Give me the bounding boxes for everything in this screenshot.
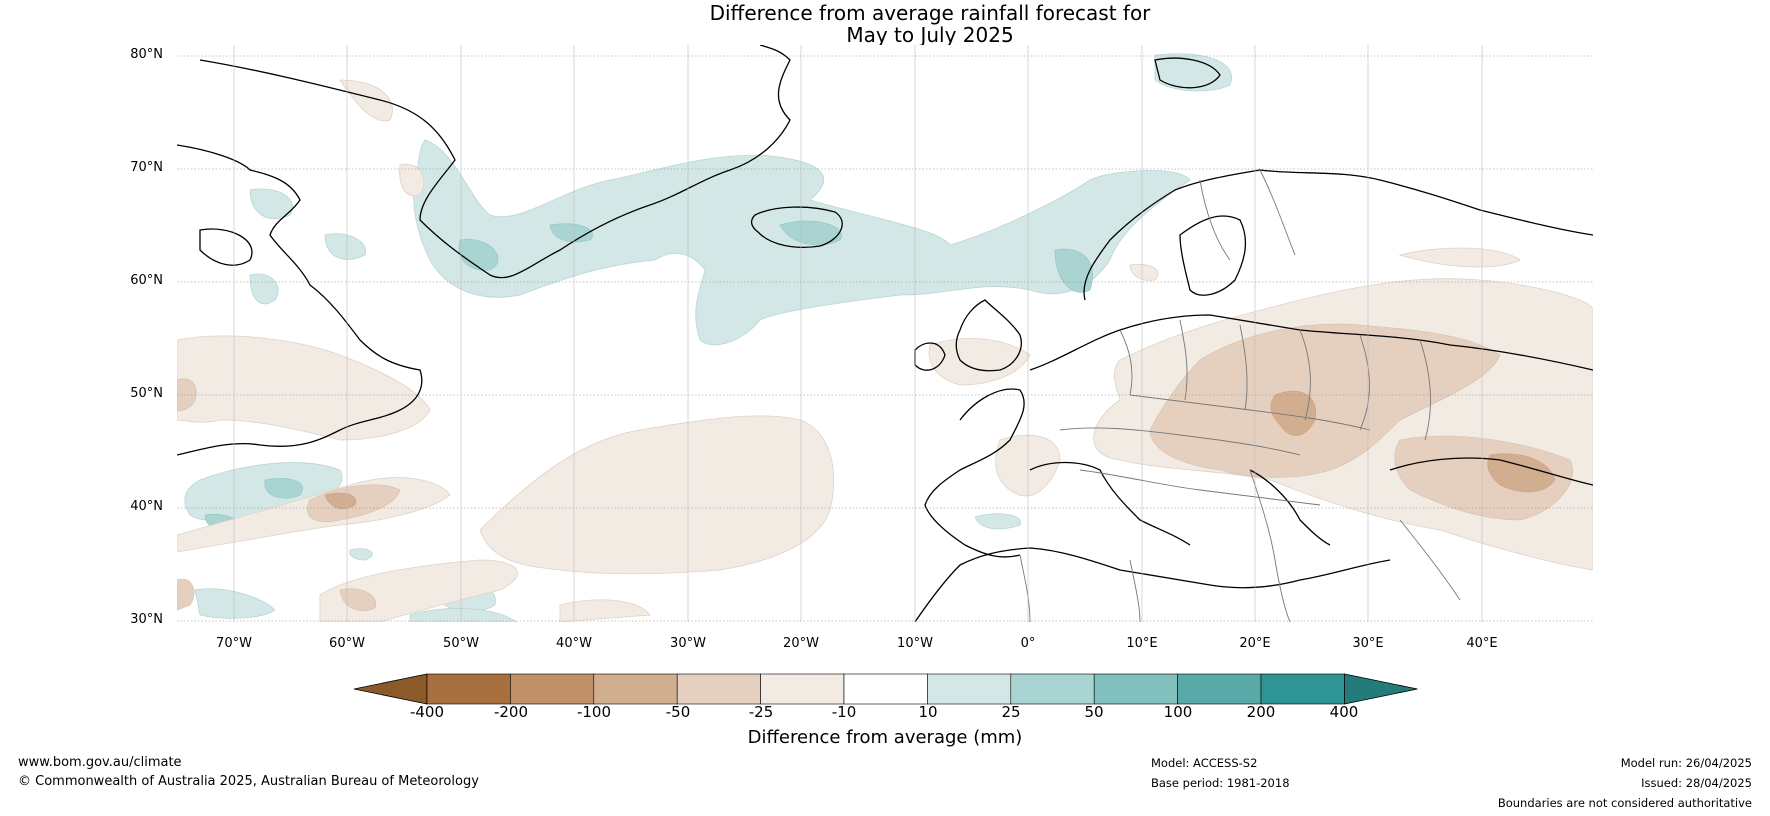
lon-label-30w: 30°W bbox=[670, 636, 706, 651]
lat-gridlines bbox=[177, 55, 1593, 622]
lon-label-70w: 70°W bbox=[216, 636, 252, 651]
lat-label-30n: 30°N bbox=[130, 612, 163, 627]
country-borders bbox=[1019, 169, 1461, 622]
colorbar-tick-25: 25 bbox=[1001, 703, 1021, 721]
colorbar-segment bbox=[1093, 673, 1178, 705]
colorbar-tick-neg100: -100 bbox=[576, 703, 612, 721]
footer-disclaimer: Boundaries are not considered authoritat… bbox=[1497, 796, 1752, 810]
lon-label-40e: 40°E bbox=[1466, 636, 1498, 651]
colorbar-segment bbox=[1010, 673, 1095, 705]
colorbar-title: Difference from average (mm) bbox=[747, 727, 1023, 748]
lon-label-20w: 20°W bbox=[783, 636, 819, 651]
lat-label-70n: 70°N bbox=[130, 160, 163, 175]
lon-label-50w: 50°W bbox=[443, 636, 479, 651]
lon-gridlines bbox=[233, 45, 1483, 622]
colorbar-segment bbox=[1177, 673, 1262, 705]
colorbar-tick-200: 200 bbox=[1246, 703, 1276, 721]
lat-label-50n: 50°N bbox=[130, 386, 163, 401]
title-line-1: Difference from average rainfall forecas… bbox=[709, 1, 1151, 25]
forecast-map bbox=[177, 45, 1593, 622]
footer-base-period: Base period: 1981-2018 bbox=[1151, 776, 1290, 790]
lat-label-60n: 60°N bbox=[130, 273, 163, 288]
lon-label-10w: 10°W bbox=[897, 636, 933, 651]
footer-issued: Issued: 28/04/2025 bbox=[1641, 776, 1752, 790]
lon-label-0: 0° bbox=[1020, 636, 1036, 651]
colorbar-arrow-low bbox=[353, 673, 428, 705]
colorbar-tick-neg50: -50 bbox=[665, 703, 691, 721]
colorbar-segment bbox=[927, 673, 1012, 705]
colorbar-segment bbox=[676, 673, 761, 705]
colorbar-tick-50: 50 bbox=[1084, 703, 1104, 721]
colorbar-tick-100: 100 bbox=[1163, 703, 1193, 721]
title-line-2: May to July 2025 bbox=[846, 23, 1014, 47]
colorbar-segment bbox=[426, 673, 511, 705]
wetter-anomaly-core bbox=[204, 220, 1093, 530]
lon-label-40w: 40°W bbox=[556, 636, 592, 651]
lat-label-40n: 40°N bbox=[130, 499, 163, 514]
lon-label-30e: 30°E bbox=[1352, 636, 1384, 651]
footer-website: www.bom.gov.au/climate bbox=[18, 755, 182, 770]
footer-model: Model: ACCESS-S2 bbox=[1151, 756, 1258, 770]
lat-label-80n: 80°N bbox=[130, 47, 163, 62]
lon-label-10e: 10°E bbox=[1126, 636, 1158, 651]
colorbar-tick-neg10: -10 bbox=[831, 703, 857, 721]
colorbar-tick-neg200: -200 bbox=[493, 703, 529, 721]
colorbar-arrow-high bbox=[1344, 673, 1418, 705]
colorbar-segment bbox=[760, 673, 845, 705]
colorbar-segment bbox=[843, 673, 928, 705]
colorbar bbox=[353, 673, 1418, 705]
colorbar-segment bbox=[510, 673, 595, 705]
lon-label-60w: 60°W bbox=[329, 636, 365, 651]
colorbar-tick-neg400: -400 bbox=[409, 703, 445, 721]
drier-anomaly-core bbox=[324, 390, 1556, 510]
colorbar-tick-400: 400 bbox=[1329, 703, 1359, 721]
coastlines bbox=[177, 45, 1593, 622]
footer-copyright: © Commonwealth of Australia 2025, Austra… bbox=[18, 774, 479, 789]
colorbar-tick-10: 10 bbox=[918, 703, 938, 721]
footer-model-run: Model run: 26/04/2025 bbox=[1620, 756, 1752, 770]
map-panel bbox=[177, 45, 1593, 622]
colorbar-segment bbox=[593, 673, 678, 705]
colorbar-segment bbox=[1260, 673, 1345, 705]
lon-label-20e: 20°E bbox=[1239, 636, 1271, 651]
colorbar-tick-neg25: -25 bbox=[748, 703, 774, 721]
